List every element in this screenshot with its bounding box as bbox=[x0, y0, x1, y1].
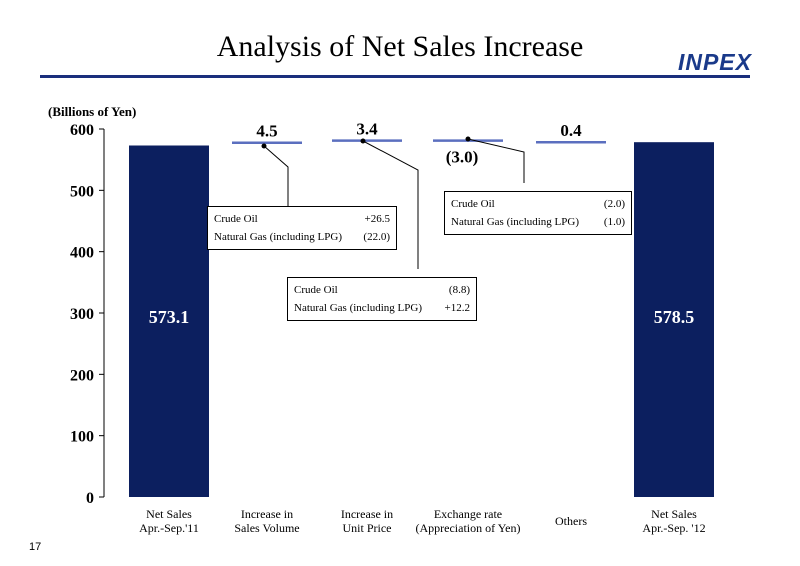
y-axis-unit-label: (Billions of Yen) bbox=[48, 104, 137, 119]
breakdown-box-unit-price: Crude Oil (8.8) Natural Gas (including L… bbox=[287, 277, 477, 321]
category-label: Net Sales bbox=[651, 507, 697, 521]
step-value-label: 3.4 bbox=[356, 120, 378, 139]
breakdown-label: Crude Oil bbox=[294, 284, 338, 296]
category-label: Sales Volume bbox=[234, 521, 299, 535]
breakdown-value: (22.0) bbox=[363, 231, 390, 243]
breakdown-label: Crude Oil bbox=[451, 198, 495, 210]
y-tick-label: 0 bbox=[86, 490, 94, 507]
y-tick-label: 300 bbox=[70, 306, 94, 323]
category-label: Others bbox=[555, 514, 587, 528]
breakdown-row-crude-oil: Crude Oil (8.8) bbox=[294, 281, 470, 299]
step-value-label: 4.5 bbox=[256, 122, 277, 141]
breakdown-label: Natural Gas (including LPG) bbox=[214, 231, 342, 243]
breakdown-label: Crude Oil bbox=[214, 213, 258, 225]
category-label: Apr.-Sep. '12 bbox=[642, 521, 705, 535]
breakdown-value: (2.0) bbox=[603, 198, 625, 210]
breakdown-value: (8.8) bbox=[448, 284, 470, 296]
title-divider bbox=[40, 75, 750, 78]
y-tick-label: 400 bbox=[70, 245, 94, 262]
leader-line bbox=[362, 140, 419, 269]
category-label: Increase in bbox=[241, 507, 293, 521]
breakdown-label: Natural Gas (including LPG) bbox=[294, 302, 422, 314]
bar-value-label: 573.1 bbox=[149, 307, 190, 327]
y-tick-label: 600 bbox=[70, 122, 94, 139]
category-label: (Appreciation of Yen) bbox=[416, 521, 521, 535]
inpex-logo: INPEX bbox=[677, 49, 752, 75]
total-bar bbox=[634, 142, 714, 498]
breakdown-box-sales-volume: Crude Oil +26.5 Natural Gas (including L… bbox=[207, 206, 397, 250]
breakdown-value: +12.2 bbox=[444, 302, 470, 314]
step-value-label: 0.4 bbox=[560, 121, 582, 140]
leader-dot bbox=[261, 143, 267, 149]
y-tick-label: 100 bbox=[70, 429, 94, 446]
breakdown-value: +26.5 bbox=[364, 213, 390, 225]
leader-dot bbox=[465, 136, 471, 142]
total-bar bbox=[129, 145, 209, 498]
category-label: Apr.-Sep.'11 bbox=[139, 521, 199, 535]
y-tick-label: 200 bbox=[70, 367, 94, 384]
leader-dot bbox=[360, 138, 366, 144]
category-label: Exchange rate bbox=[434, 507, 502, 521]
breakdown-value: (1.0) bbox=[603, 216, 625, 228]
page-title: Analysis of Net Sales Increase bbox=[216, 30, 584, 63]
page-number: 17 bbox=[29, 541, 42, 553]
breakdown-row-natural-gas: Natural Gas (including LPG) +12.2 bbox=[294, 299, 470, 317]
category-label: Net Sales bbox=[146, 507, 192, 521]
step-value-label: (3.0) bbox=[446, 148, 479, 167]
bar-value-label: 578.5 bbox=[654, 307, 695, 327]
y-tick-label: 500 bbox=[70, 183, 94, 200]
breakdown-row-natural-gas: Natural Gas (including LPG) (22.0) bbox=[214, 228, 390, 246]
leader-line bbox=[467, 138, 525, 183]
breakdown-label: Natural Gas (including LPG) bbox=[451, 216, 579, 228]
category-label: Unit Price bbox=[343, 521, 392, 535]
leader-line bbox=[263, 145, 289, 206]
breakdown-row-crude-oil: Crude Oil (2.0) bbox=[451, 195, 625, 213]
breakdown-box-exchange-rate: Crude Oil (2.0) Natural Gas (including L… bbox=[444, 191, 632, 235]
breakdown-row-natural-gas: Natural Gas (including LPG) (1.0) bbox=[451, 213, 625, 231]
category-label: Increase in bbox=[341, 507, 393, 521]
breakdown-row-crude-oil: Crude Oil +26.5 bbox=[214, 210, 390, 228]
